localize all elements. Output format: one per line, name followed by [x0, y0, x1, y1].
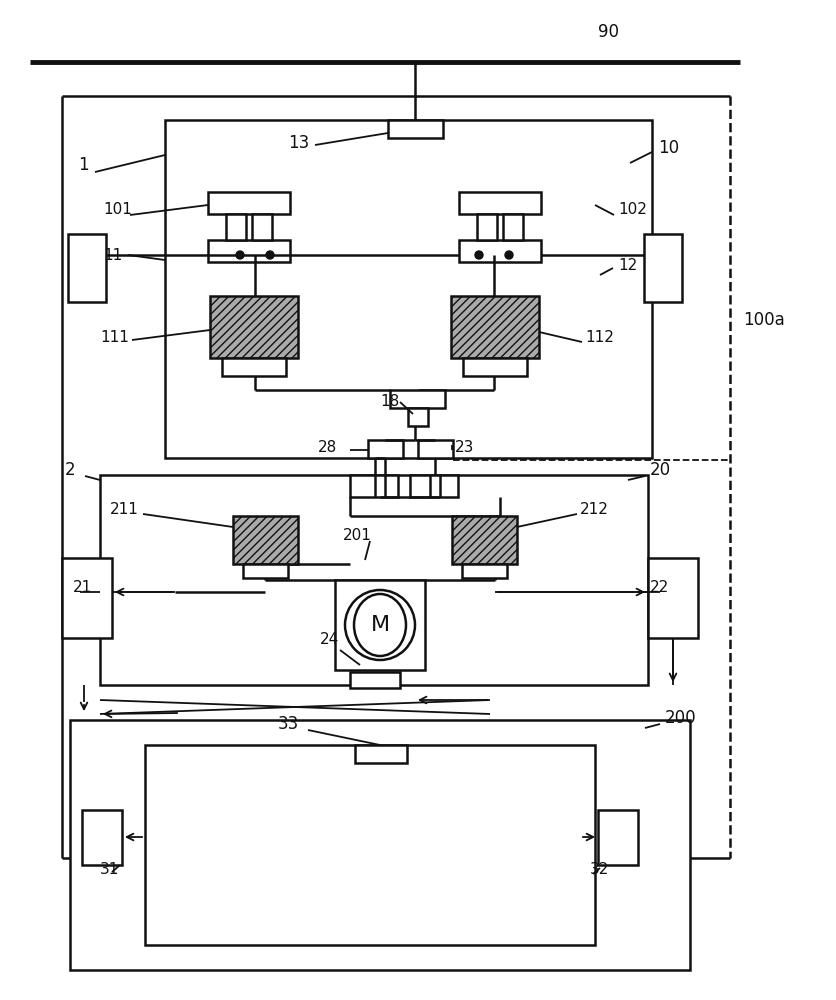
- Bar: [417, 440, 452, 458]
- Circle shape: [266, 251, 273, 259]
- Text: 28: 28: [318, 440, 337, 456]
- Bar: [62, 558, 112, 638]
- Bar: [597, 810, 637, 865]
- Text: 32: 32: [589, 862, 609, 878]
- Text: 33: 33: [278, 715, 299, 733]
- Text: 102: 102: [617, 202, 646, 218]
- Bar: [165, 120, 651, 458]
- Bar: [99, 475, 647, 685]
- Text: 112: 112: [584, 330, 613, 346]
- Bar: [242, 564, 288, 578]
- Bar: [82, 810, 122, 865]
- Bar: [222, 358, 286, 376]
- Text: 2: 2: [65, 461, 75, 479]
- Bar: [334, 580, 425, 670]
- Bar: [410, 475, 457, 497]
- Text: 22: 22: [650, 580, 669, 595]
- Circle shape: [236, 251, 244, 259]
- Text: 20: 20: [650, 461, 670, 479]
- Text: M: M: [370, 615, 389, 635]
- Text: 200: 200: [665, 709, 696, 727]
- Bar: [210, 296, 298, 358]
- Bar: [451, 516, 517, 564]
- Bar: [208, 240, 289, 262]
- Bar: [68, 234, 106, 302]
- Bar: [252, 214, 272, 240]
- Text: 100a: 100a: [742, 311, 784, 329]
- Bar: [145, 745, 594, 945]
- Text: 31: 31: [99, 862, 120, 878]
- Ellipse shape: [354, 594, 405, 656]
- Bar: [226, 214, 246, 240]
- Text: 201: 201: [343, 528, 371, 544]
- Text: 11: 11: [103, 247, 122, 262]
- Bar: [451, 296, 538, 358]
- Text: 13: 13: [288, 134, 308, 152]
- Text: 212: 212: [579, 502, 608, 518]
- Text: 211: 211: [110, 502, 139, 518]
- Bar: [458, 192, 540, 214]
- Text: 1: 1: [78, 156, 89, 174]
- Bar: [407, 408, 427, 426]
- Bar: [643, 234, 681, 302]
- Bar: [349, 672, 400, 688]
- Bar: [232, 516, 298, 564]
- Text: 111: 111: [99, 330, 129, 346]
- Bar: [368, 440, 402, 458]
- Circle shape: [344, 590, 415, 660]
- Circle shape: [475, 251, 482, 259]
- Bar: [477, 214, 497, 240]
- Bar: [502, 214, 522, 240]
- Text: 23: 23: [455, 440, 474, 456]
- Text: 24: 24: [319, 633, 339, 648]
- Text: 18: 18: [380, 394, 399, 410]
- Bar: [349, 475, 398, 497]
- Circle shape: [504, 251, 512, 259]
- Bar: [208, 192, 289, 214]
- Text: 90: 90: [597, 23, 619, 41]
- Bar: [70, 720, 689, 970]
- Text: 12: 12: [617, 257, 636, 272]
- Bar: [388, 120, 442, 138]
- Text: 21: 21: [73, 580, 92, 595]
- Bar: [390, 390, 445, 408]
- Bar: [462, 358, 527, 376]
- Text: 10: 10: [657, 139, 678, 157]
- Bar: [458, 240, 540, 262]
- Bar: [647, 558, 697, 638]
- Bar: [354, 745, 406, 763]
- Bar: [461, 564, 507, 578]
- Text: 101: 101: [103, 202, 132, 218]
